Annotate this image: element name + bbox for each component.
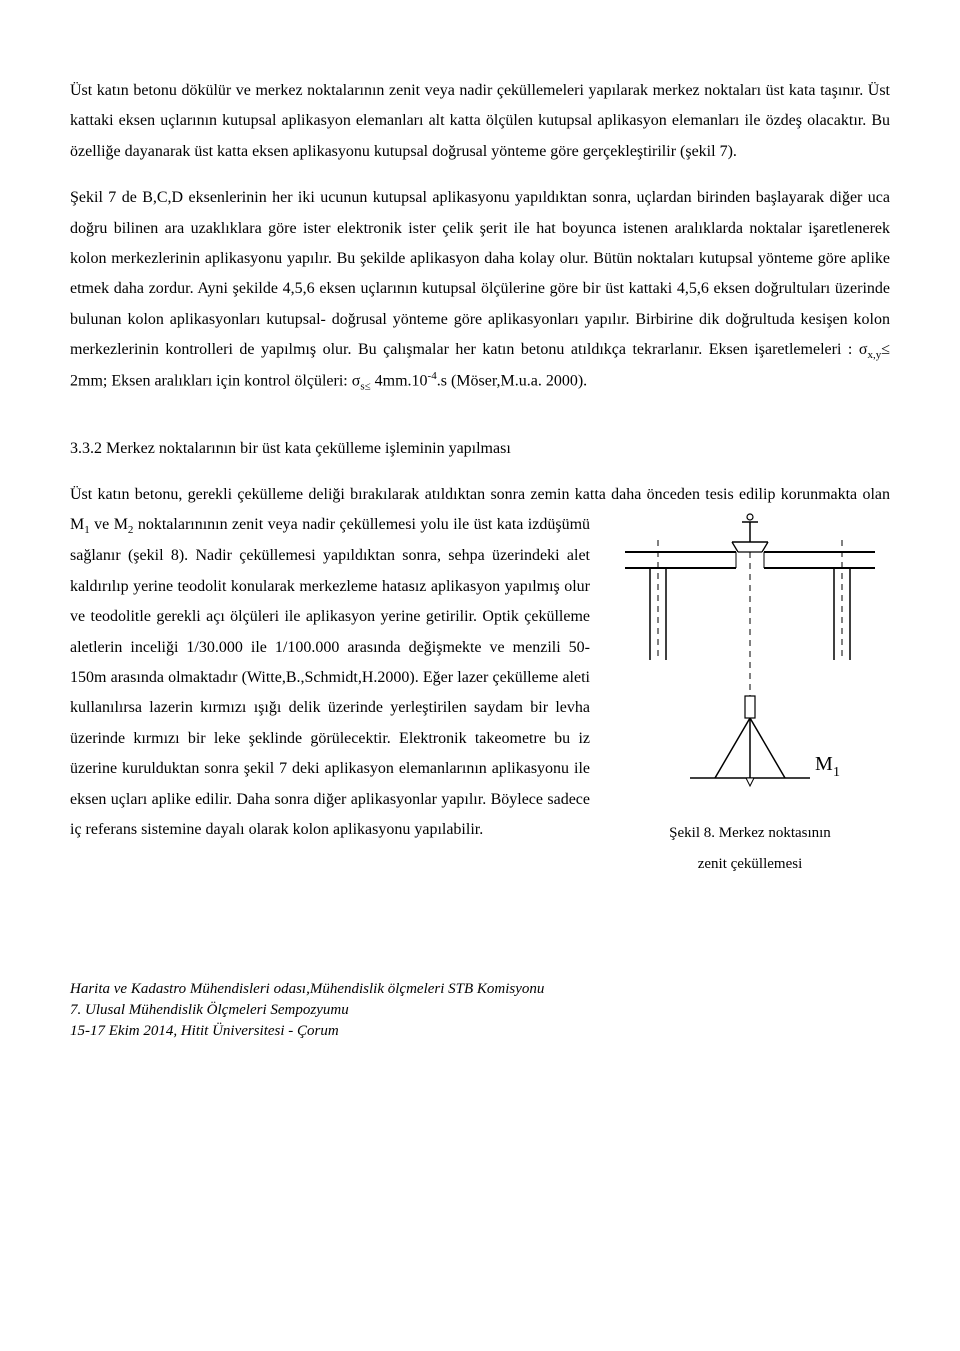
text: Üst katın betonu dökülür ve merkez nokta… — [70, 82, 890, 160]
footer-line-2: 7. Ulusal Mühendislik Ölçmeleri Sempozyu… — [70, 1000, 890, 1021]
text: 4mm.10 — [371, 373, 428, 390]
subscript: 2 — [128, 525, 134, 537]
text: Şekil 7 de B,C,D eksenlerinin her iki uc… — [70, 189, 890, 358]
subscript: x,y — [867, 349, 881, 361]
subscript: s≤ — [360, 381, 370, 393]
text: .s (Möser,M.u.a. 2000). — [437, 373, 587, 390]
paragraph-2: Üst katın betonu, gerekli çekülleme deli… — [70, 480, 890, 845]
text: noktalarınının zenit veya nadir çeküllem… — [70, 516, 590, 838]
caption-line-1: Şekil 8. Merkez noktasının — [669, 825, 831, 841]
figure-8-caption: Şekil 8. Merkez noktasının zenit çekülle… — [669, 825, 831, 871]
caption-line-2: zenit çeküllemesi — [698, 856, 803, 872]
text: ve M — [90, 516, 128, 533]
svg-text:M: M — [815, 753, 833, 775]
paragraph-1: Üst katın betonu dökülür ve merkez nokta… — [70, 76, 890, 167]
paragraph-1b: Şekil 7 de B,C,D eksenlerinin her iki uc… — [70, 183, 890, 397]
figure-8-diagram: M 1 — [620, 510, 880, 810]
footer-line-1: Harita ve Kadastro Mühendisleri odası,Mü… — [70, 979, 890, 1000]
svg-text:1: 1 — [833, 765, 840, 780]
section-heading: 3.3.2 Merkez noktalarının bir üst kata ç… — [70, 434, 890, 464]
page-footer: Harita ve Kadastro Mühendisleri odası,Mü… — [70, 979, 890, 1042]
footer-line-3: 15-17 Ekim 2014, Hitit Üniversitesi - Ço… — [70, 1021, 890, 1042]
superscript: -4 — [428, 370, 437, 382]
figure-8-box: M 1 Şekil 8. Merkez noktasının zenit çek… — [610, 510, 890, 879]
